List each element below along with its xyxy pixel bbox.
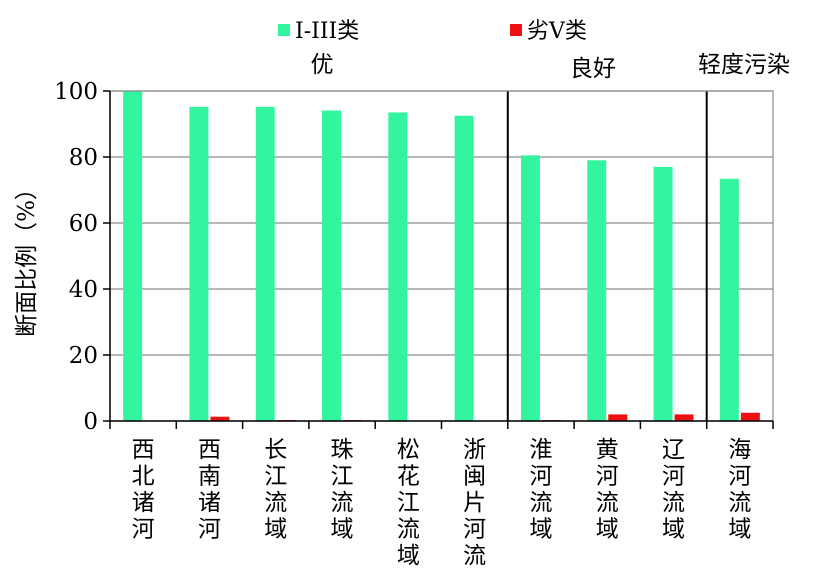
x-tick-char: 域 [264, 517, 287, 543]
x-tick-char: 淮 [529, 437, 552, 463]
legend-item: 劣V类 [510, 19, 587, 44]
x-tick-char: 江 [331, 464, 354, 490]
gridlines [110, 90, 773, 356]
bar-i-iii [719, 178, 739, 421]
x-tick-char: 南 [198, 464, 221, 490]
x-tick-char: 河 [463, 517, 486, 543]
x-tick-char: 河 [728, 464, 751, 490]
x-tick-char: 河 [662, 464, 685, 490]
y-axis-label: 断面比例（%） [14, 177, 40, 337]
x-tick-char: 域 [331, 517, 354, 543]
y-tick-label: 100 [54, 79, 98, 105]
bar-i-iii [189, 106, 209, 421]
bar-worse-v [674, 414, 694, 421]
y-tick-labels: 0 20 40 60 80 100 [54, 79, 98, 435]
x-tick-char: 黄 [596, 437, 619, 463]
x-tick-char: 西 [132, 437, 155, 463]
x-tick-char: 域 [662, 517, 685, 543]
bar-i-iii [653, 166, 673, 421]
x-tick-char: 浙 [463, 437, 486, 463]
bar-i-iii [587, 160, 607, 422]
plot-frame [109, 90, 774, 422]
x-tick-char: 松 [397, 437, 420, 463]
x-tick-char: 流 [331, 490, 354, 516]
x-tick-char: 诸 [132, 490, 155, 516]
bars [123, 91, 760, 422]
x-tick-char: 河 [198, 517, 221, 543]
bar-worse-v [210, 416, 230, 421]
group-label: 优 [311, 52, 334, 78]
y-tick-label: 80 [69, 145, 98, 171]
x-tick-char: 域 [397, 543, 420, 569]
x-tick-char: 河 [132, 517, 155, 543]
x-tick-char: 片 [463, 490, 486, 516]
x-tick-labels: 西北诸河西南诸河长江流域珠江流域松花江流域浙闽片河流淮河流域黄河流域辽河流域海河… [132, 437, 752, 569]
x-tick-char: 诸 [198, 490, 221, 516]
x-tick-char: 珠 [331, 437, 354, 463]
x-tick-char: 北 [132, 464, 155, 490]
legend-label: I-III类 [295, 19, 359, 44]
x-tick-char: 长 [264, 437, 287, 463]
x-tick-char: 江 [397, 490, 420, 516]
y-tick-label: 60 [69, 211, 98, 237]
x-tick-char: 流 [397, 517, 420, 543]
x-tick-char: 闽 [463, 464, 486, 490]
x-tick-char: 海 [728, 437, 751, 463]
group-labels: 优 良好 轻度污染 [311, 52, 791, 82]
x-tick-char: 流 [596, 490, 619, 516]
bar-worse-v [740, 412, 760, 421]
x-tick-char: 域 [596, 517, 619, 543]
bar-i-iii [255, 106, 275, 421]
bar-worse-v [608, 414, 628, 421]
x-tick-char: 流 [728, 490, 751, 516]
x-tick-char: 花 [397, 464, 420, 490]
x-tick-char: 辽 [662, 437, 685, 463]
x-tick-char: 流 [463, 543, 486, 569]
x-tick-char: 流 [662, 490, 685, 516]
x-tick-char: 域 [728, 517, 751, 543]
legend-swatch [510, 24, 522, 36]
x-tick-char: 流 [529, 490, 552, 516]
group-label: 轻度污染 [698, 52, 790, 78]
legend-item: I-III类 [278, 19, 359, 44]
x-tick-char: 流 [264, 490, 287, 516]
x-tick-char: 域 [529, 517, 552, 543]
bar-i-iii [454, 115, 474, 421]
y-tick-label: 0 [83, 409, 98, 435]
legend-swatch [278, 24, 290, 36]
y-tick-label: 20 [69, 343, 98, 369]
axes [103, 90, 774, 429]
y-tick-label: 40 [69, 277, 98, 303]
x-tick-char: 西 [198, 437, 221, 463]
x-tick-char: 河 [529, 464, 552, 490]
bar-i-iii [123, 91, 143, 421]
legend: I-III类 劣V类 [278, 19, 587, 44]
group-separators [506, 91, 708, 421]
x-tick-char: 河 [596, 464, 619, 490]
x-tick-char: 江 [264, 464, 287, 490]
bar-i-iii [520, 155, 540, 421]
legend-label: 劣V类 [527, 19, 587, 44]
group-label: 良好 [570, 56, 616, 82]
bar-i-iii [322, 110, 342, 421]
bar-i-iii [388, 112, 408, 421]
